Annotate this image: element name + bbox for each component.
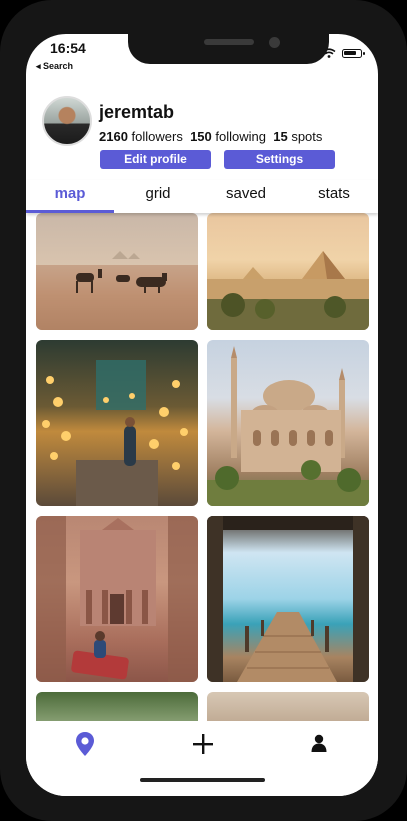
photo-ruins[interactable] (207, 692, 369, 721)
profile-username: jeremtab (99, 102, 175, 122)
photo-petra-treasury[interactable] (36, 516, 198, 682)
settings-button[interactable]: Settings (224, 150, 335, 169)
person-icon[interactable] (311, 734, 327, 752)
photo-pyramids-giza[interactable] (207, 213, 369, 330)
followers-label: followers (131, 129, 183, 144)
phone-screen: 16:54 ◂ Search jeremtab 2160 followers 1… (26, 34, 378, 796)
back-to-search-link[interactable]: ◂ Search (36, 61, 74, 71)
followers-count[interactable]: 2160 (99, 129, 128, 144)
profile-stats: 2160 followers 150 following 15 spots (99, 129, 322, 144)
tab-saved[interactable]: saved (225, 185, 267, 202)
photo-mosque[interactable] (207, 340, 369, 506)
edit-profile-button[interactable]: Edit profile (100, 150, 211, 169)
avatar[interactable] (42, 96, 92, 146)
home-indicator[interactable] (140, 778, 265, 782)
photo-palms[interactable] (36, 692, 198, 721)
profile-tabs: map grid saved stats (26, 180, 378, 213)
spots-label: spots (291, 129, 323, 144)
spots-count[interactable]: 15 (273, 129, 288, 144)
tab-map[interactable]: map (26, 180, 114, 213)
notch (128, 34, 329, 64)
front-camera (269, 37, 280, 48)
status-time: 16:54 (50, 40, 86, 56)
photo-lantern-market[interactable] (36, 340, 198, 506)
following-label: following (215, 129, 266, 144)
tab-stats[interactable]: stats (318, 185, 350, 202)
location-pin-icon[interactable] (75, 731, 95, 757)
photo-camels-pyramids[interactable] (36, 213, 198, 330)
bottom-nav (26, 721, 378, 796)
battery-icon (342, 48, 365, 58)
photo-grid (26, 213, 378, 721)
speaker-grille (204, 39, 254, 45)
following-count[interactable]: 150 (190, 129, 212, 144)
photo-wooden-pier[interactable] (207, 516, 369, 682)
tab-grid[interactable]: grid (145, 185, 171, 202)
plus-icon[interactable] (192, 733, 214, 755)
